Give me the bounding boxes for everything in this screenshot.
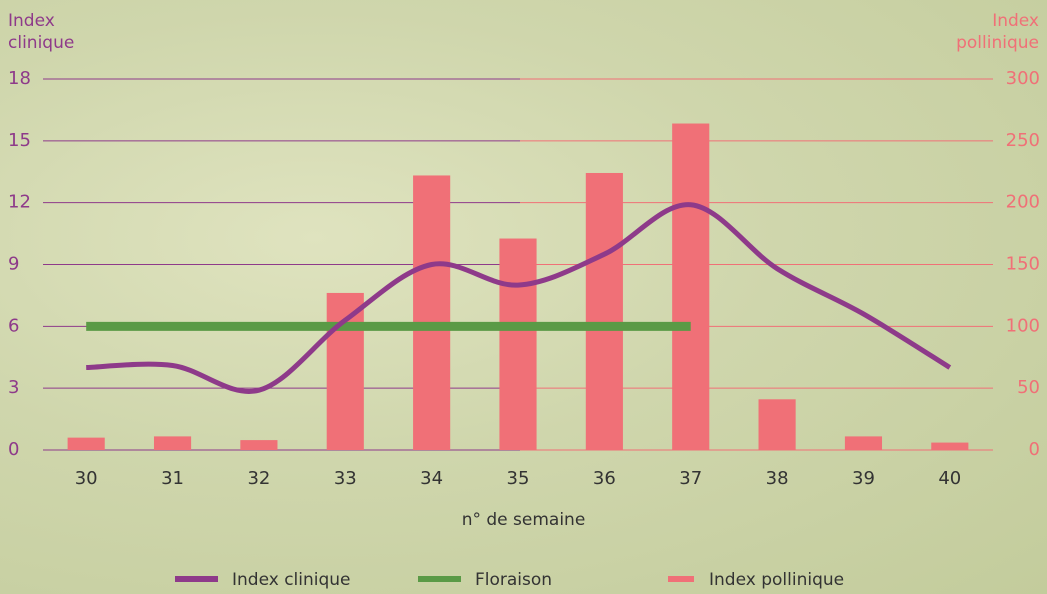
y2-tick-label: 150: [1006, 254, 1040, 275]
chart-page: 0369121518050100150200250300303132333435…: [0, 0, 1047, 594]
x-tick-label: 40: [938, 468, 961, 489]
bar: [845, 436, 882, 450]
y-tick-label: 9: [8, 254, 19, 275]
y-tick-label: 12: [8, 192, 31, 213]
bar: [413, 175, 450, 450]
legend-label: Index pollinique: [709, 570, 844, 590]
y2-tick-label: 250: [1006, 130, 1040, 151]
legend-swatch: [668, 576, 694, 582]
y-tick-label: 0: [8, 439, 19, 460]
bar: [672, 124, 709, 450]
bar: [499, 239, 536, 450]
x-tick-label: 35: [507, 468, 530, 489]
bar: [931, 443, 968, 450]
bar: [68, 438, 105, 450]
legend-swatch: [418, 576, 461, 582]
x-tick-label: 38: [766, 468, 789, 489]
bar: [154, 436, 191, 450]
bar: [327, 293, 364, 450]
y-tick-label: 18: [8, 68, 31, 89]
x-tick-label: 32: [247, 468, 270, 489]
y2-axis-label: Index pollinique: [939, 10, 1039, 54]
x-tick-label: 31: [161, 468, 184, 489]
y-tick-label: 6: [8, 315, 19, 336]
y2-tick-label: 300: [1006, 68, 1040, 89]
x-axis-label: n° de semaine: [0, 509, 1047, 531]
bar: [759, 399, 796, 450]
legend-label: Floraison: [475, 570, 552, 590]
y-axis-label: Index clinique: [8, 10, 78, 54]
x-tick-label: 36: [593, 468, 616, 489]
chart: 0369121518050100150200250300303132333435…: [0, 0, 1047, 594]
x-tick-label: 33: [334, 468, 357, 489]
y2-tick-label: 0: [1029, 439, 1040, 460]
y2-tick-label: 100: [1006, 315, 1040, 336]
y-tick-label: 15: [8, 130, 31, 151]
y-tick-label: 3: [8, 377, 19, 398]
bar: [240, 440, 277, 450]
bar: [586, 173, 623, 450]
legend-swatch: [175, 576, 218, 582]
x-tick-label: 34: [420, 468, 443, 489]
y2-tick-label: 50: [1017, 377, 1040, 398]
x-tick-label: 39: [852, 468, 875, 489]
legend-label: Index clinique: [232, 570, 351, 590]
x-tick-label: 37: [679, 468, 702, 489]
x-tick-label: 30: [75, 468, 98, 489]
y2-tick-label: 200: [1006, 192, 1040, 213]
